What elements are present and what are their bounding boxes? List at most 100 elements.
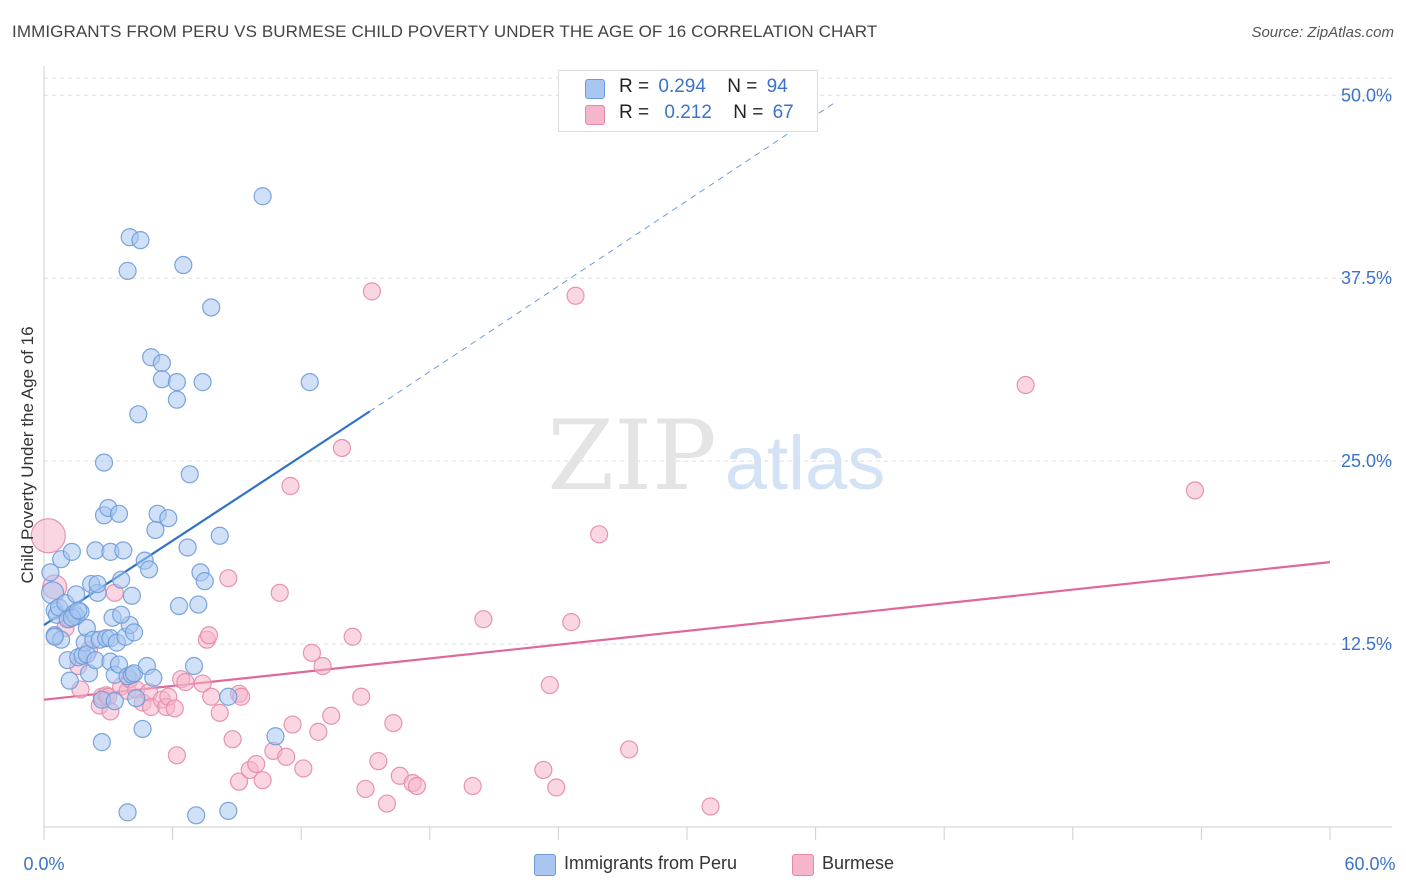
legend-n-label: N =	[733, 102, 764, 123]
data-point-burmese	[540, 675, 559, 695]
data-point-burmese	[369, 752, 388, 771]
data-point-peru	[169, 596, 189, 616]
x-tick-label: 0.0%	[23, 854, 64, 874]
data-point-burmese	[165, 699, 184, 718]
data-point-peru	[189, 595, 208, 614]
data-point-burmese	[590, 525, 609, 544]
data-point-peru	[92, 733, 111, 752]
y-axis-label: Child Poverty Under the Age of 16	[18, 326, 37, 584]
data-point-burmese	[534, 760, 553, 780]
data-point-burmese	[384, 713, 403, 733]
data-point-burmese	[277, 747, 296, 766]
legend-r-label: R =	[619, 102, 650, 123]
data-point-peru	[112, 605, 131, 624]
legend-swatch-peru	[585, 79, 605, 99]
data-point-burmese	[199, 626, 219, 645]
data-point-burmese	[343, 627, 362, 646]
legend-r-label: R =	[619, 76, 650, 97]
data-point-peru	[159, 509, 178, 528]
data-point-peru	[69, 601, 88, 620]
data-point-burmese	[253, 771, 272, 790]
data-point-peru	[174, 255, 193, 275]
gridlines	[44, 77, 1392, 645]
data-point-peru	[152, 353, 171, 373]
data-point-burmese	[547, 778, 566, 797]
legend-label-peru: Immigrants from Peru	[564, 853, 738, 873]
data-point-peru	[112, 570, 131, 589]
legend-n-value: 94	[766, 76, 788, 97]
data-point-burmese	[229, 772, 249, 791]
data-point-peru	[86, 541, 105, 560]
data-point-burmese	[202, 687, 221, 706]
data-point-peru	[114, 541, 133, 560]
data-point-peru	[88, 574, 107, 594]
correlation-legend: R = 0.294 N = 94 R = 0.212 N = 67	[558, 70, 818, 132]
watermark: ZIP atlas	[547, 400, 885, 512]
data-point-peru	[129, 405, 148, 424]
data-point-burmese	[302, 643, 322, 662]
data-point-peru	[167, 373, 186, 392]
y-tick-label: 12.5%	[1341, 634, 1392, 654]
data-point-peru	[118, 803, 137, 822]
watermark-zip: ZIP	[547, 400, 716, 512]
trend-line-burmese	[43, 561, 1331, 701]
legend-r-value: 0.294	[658, 76, 706, 97]
trend-line-peru-extension	[369, 100, 838, 412]
data-point-peru	[131, 231, 150, 250]
data-point-burmese	[309, 722, 328, 741]
data-point-peru	[133, 719, 152, 739]
data-point-burmese	[294, 759, 313, 778]
data-point-burmese	[167, 746, 186, 765]
data-point-peru	[62, 542, 81, 561]
tick-labels: 12.5% 25.0% 37.5% 50.0% 0.0% 60.0%	[23, 85, 1395, 874]
data-point-burmese	[463, 776, 482, 796]
y-tick-label: 50.0%	[1341, 85, 1392, 105]
data-point-burmese	[210, 703, 229, 722]
data-point-peru	[122, 586, 141, 605]
data-point-burmese	[701, 797, 720, 816]
data-point-peru	[202, 298, 221, 317]
source-label: Source: ZipAtlas.com	[1251, 24, 1394, 41]
data-point-peru	[180, 465, 199, 484]
data-point-burmese	[219, 569, 238, 588]
data-point-burmese	[283, 715, 302, 734]
y-tick-label: 37.5%	[1341, 268, 1392, 288]
legend-swatch-burmese	[585, 105, 605, 125]
data-point-burmese	[356, 779, 375, 799]
data-point-burmese	[30, 518, 66, 554]
legend-n-value: 67	[772, 102, 794, 123]
data-point-burmese	[407, 776, 427, 796]
data-point-burmese	[223, 730, 242, 749]
data-point-peru	[86, 651, 105, 670]
data-point-peru	[45, 627, 64, 646]
data-point-burmese	[1016, 375, 1035, 395]
data-point-peru	[187, 806, 206, 825]
legend-swatch-peru	[534, 854, 556, 876]
data-point-peru	[210, 526, 229, 545]
data-point-peru	[266, 727, 285, 746]
data-point-peru	[60, 671, 79, 690]
data-point-peru	[152, 370, 171, 389]
data-point-burmese	[322, 706, 341, 725]
data-point-burmese	[332, 438, 352, 458]
data-point-peru	[94, 453, 114, 472]
data-point-peru	[184, 656, 204, 676]
data-point-peru	[178, 538, 197, 557]
axes	[43, 66, 1392, 840]
data-point-burmese	[281, 476, 300, 496]
data-point-peru	[219, 687, 238, 706]
data-point-peru	[41, 563, 60, 582]
data-point-burmese	[193, 674, 212, 693]
watermark-atlas: atlas	[725, 421, 886, 506]
data-point-burmese	[313, 656, 332, 676]
data-point-burmese	[1185, 481, 1205, 500]
data-point-burmese	[566, 286, 585, 305]
data-point-peru	[118, 261, 137, 280]
data-point-peru	[195, 572, 214, 591]
data-point-peru	[253, 187, 272, 206]
data-point-peru	[109, 504, 129, 523]
data-point-peru	[105, 692, 124, 711]
data-point-peru	[167, 390, 186, 409]
legend-r-value: 0.212	[664, 102, 712, 123]
